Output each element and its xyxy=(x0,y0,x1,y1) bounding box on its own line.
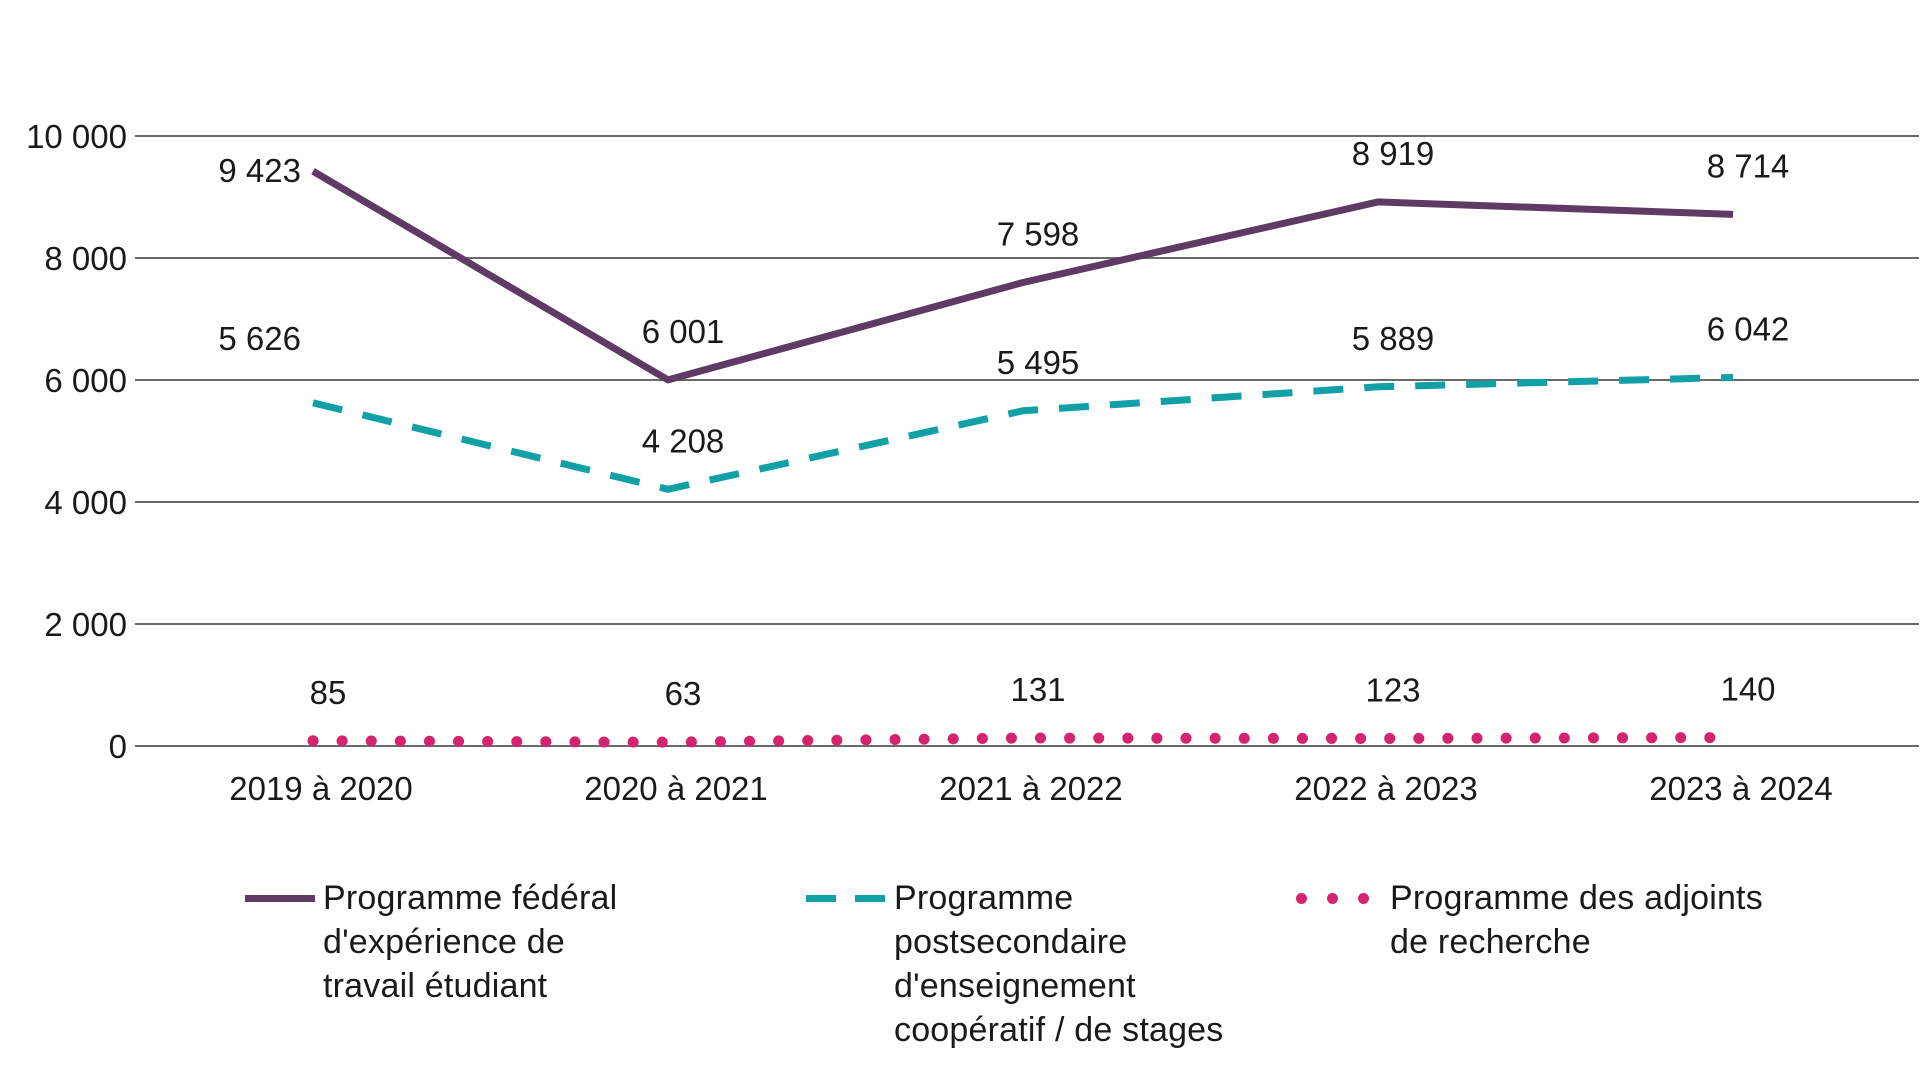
y-axis-tick-label: 0 xyxy=(109,728,127,765)
y-axis-tick-label: 6 000 xyxy=(44,362,127,399)
x-axis-label: 2021 à 2022 xyxy=(939,770,1123,807)
legend-label-programme-postsecondaire: Programme postsecondaire d'enseignement … xyxy=(894,879,1224,1049)
data-label-series-1: 6 042 xyxy=(1707,310,1790,347)
data-label-series-0: 7 598 xyxy=(997,216,1080,253)
data-label-series-0: 6 001 xyxy=(642,313,725,350)
data-label-series-0: 8 919 xyxy=(1352,135,1435,172)
series-line-1 xyxy=(312,373,1734,493)
data-label-series-2: 85 xyxy=(310,674,347,711)
legend-item-programme-adjoints: Programme des adjoints de recherche xyxy=(1296,876,1790,964)
dotted-line-swatch-icon xyxy=(1296,893,1369,904)
data-label-series-2: 140 xyxy=(1720,670,1775,707)
data-label-series-1: 5 626 xyxy=(218,320,301,357)
legend-item-programme-postsecondaire: Programme postsecondaire d'enseignement … xyxy=(806,876,1234,1052)
line-chart: 0 2 000 4 000 6 000 8 000 10 000 2019 à 2020 20… xyxy=(26,118,1919,807)
data-label-series-0: 9 423 xyxy=(218,152,301,189)
y-axis-tick-label: 2 000 xyxy=(44,606,127,643)
x-axis-label: 2019 à 2020 xyxy=(229,770,413,807)
data-label-series-1: 5 889 xyxy=(1352,320,1435,357)
data-label-series-2: 63 xyxy=(665,675,702,712)
y-axis-tick-label: 4 000 xyxy=(44,484,127,521)
data-label-series-1: 5 495 xyxy=(997,344,1080,381)
y-axis-tick-label: 10 000 xyxy=(26,118,127,155)
solid-line-swatch-icon xyxy=(245,895,315,902)
series-line-2 xyxy=(307,732,1739,748)
data-label-series-1: 4 208 xyxy=(642,422,725,459)
legend-label-programme-adjoints: Programme des adjoints de recherche xyxy=(1390,879,1763,961)
x-axis-label: 2023 à 2024 xyxy=(1649,770,1833,807)
data-label-series-0: 8 714 xyxy=(1707,147,1790,184)
y-axis-tick-label: 8 000 xyxy=(44,240,127,277)
data-label-series-2: 131 xyxy=(1010,671,1065,708)
dashed-line-swatch-icon xyxy=(806,895,885,902)
data-label-series-2: 123 xyxy=(1365,671,1420,708)
x-axis-label: 2020 à 2021 xyxy=(584,770,768,807)
legend-item-programme-federal: Programme fédéral d'expérience de travai… xyxy=(245,876,623,1008)
x-axis-label: 2022 à 2023 xyxy=(1294,770,1478,807)
chart-legend: Programme fédéral d'expérience de travai… xyxy=(0,872,1920,1080)
series-line-0 xyxy=(311,168,1734,384)
legend-label-programme-federal: Programme fédéral d'expérience de travai… xyxy=(323,879,618,1005)
